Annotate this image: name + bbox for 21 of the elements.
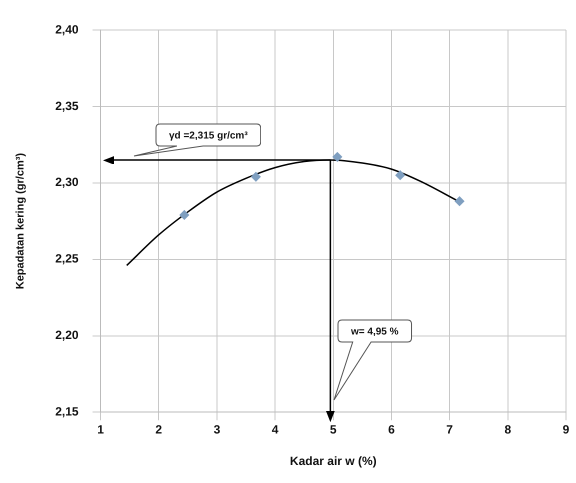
x-tick-label: 8 bbox=[504, 422, 512, 437]
x-tick-label: 3 bbox=[214, 422, 221, 437]
x-tick-label: 2 bbox=[155, 422, 162, 437]
x-tick-label: 6 bbox=[388, 422, 396, 437]
ref-line-label: γd =2,315 gr/cm³ bbox=[168, 130, 248, 142]
y-tick-label: 2,20 bbox=[55, 328, 79, 342]
y-axis-title: Kepadatan kering (gr/cm³) bbox=[14, 152, 27, 290]
y-tick-label: 2,15 bbox=[55, 404, 79, 419]
y-tick-label: 2,35 bbox=[55, 98, 79, 113]
y-tick-label: 2,25 bbox=[55, 252, 79, 266]
ref-line-label: w= 4,95 % bbox=[350, 326, 399, 338]
y-tick-label: 2,30 bbox=[55, 175, 79, 190]
x-tick-label: 1 bbox=[97, 422, 104, 437]
callout: γd =2,315 gr/cm³ bbox=[132, 122, 262, 157]
x-tick-label: 9 bbox=[562, 422, 570, 437]
y-tick-label: 2,40 bbox=[55, 22, 79, 36]
x-tick-label: 5 bbox=[330, 422, 337, 437]
x-tick-label: 4 bbox=[272, 422, 279, 437]
callout: w= 4,95 % bbox=[333, 319, 413, 402]
x-axis-title: Kadar air w (%) bbox=[290, 454, 377, 468]
x-tick-label: 7 bbox=[446, 422, 454, 437]
